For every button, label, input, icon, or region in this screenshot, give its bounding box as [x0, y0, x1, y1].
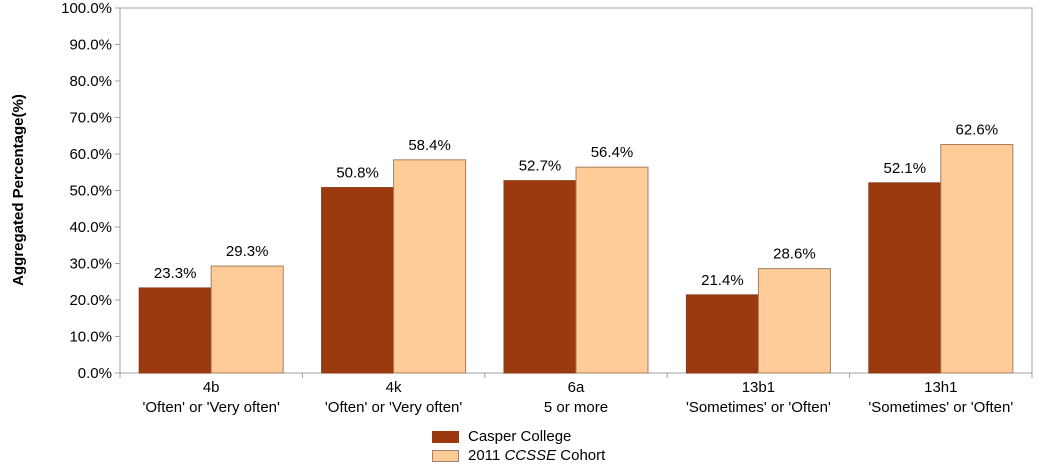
bar-casper-college: [685, 294, 759, 374]
data-label: 58.4%: [408, 137, 451, 154]
y-axis-title: Aggregated Percentage(%): [10, 94, 27, 286]
legend-label-casper-college: Casper College: [468, 428, 572, 445]
y-tick-label: 30.0%: [69, 256, 112, 273]
y-tick-label: 60.0%: [69, 146, 112, 163]
y-tick-label: 50.0%: [69, 183, 112, 200]
bar-ccsse-cohort: [210, 265, 284, 374]
data-label: 29.3%: [226, 243, 269, 260]
bar-casper-college: [138, 287, 212, 374]
x-category-label: 'Sometimes' or 'Often': [868, 399, 1013, 416]
x-category-code: 4k: [386, 379, 402, 396]
legend-label-ccsse-italic: CCSSE: [504, 447, 557, 464]
y-tick-label: 20.0%: [69, 292, 112, 309]
y-tick-label: 10.0%: [69, 329, 112, 346]
y-tick-label: 70.0%: [69, 110, 112, 127]
x-category-label: 'Often' or 'Very often': [143, 399, 280, 416]
legend-swatch-ccsse-cohort: [432, 449, 459, 462]
y-tick-label: 40.0%: [69, 219, 112, 236]
data-label: 50.8%: [336, 165, 379, 182]
x-category-label: 'Often' or 'Very often': [325, 399, 462, 416]
y-tick-label: 80.0%: [69, 73, 112, 90]
data-label: 21.4%: [701, 272, 744, 289]
x-category-code: 4b: [203, 379, 220, 396]
data-label: 52.1%: [884, 160, 927, 177]
bar-ccsse-cohort: [575, 166, 649, 374]
bar-casper-college: [868, 182, 942, 374]
bar-casper-college: [321, 187, 395, 374]
bar-ccsse-cohort: [940, 144, 1014, 374]
legend: Casper College 2011 CCSSE Cohort: [432, 427, 692, 465]
legend-swatch-casper-college: [432, 430, 459, 443]
y-tick-label: 100.0%: [61, 0, 112, 17]
legend-item-casper-college: Casper College: [432, 427, 692, 446]
data-label: 52.7%: [519, 158, 562, 175]
data-label: 56.4%: [591, 144, 634, 161]
y-tick-label: 0.0%: [78, 365, 112, 382]
data-label: 28.6%: [773, 246, 816, 263]
bar-ccsse-cohort: [393, 159, 467, 374]
data-label: 62.6%: [956, 122, 999, 139]
x-category-code: 6a: [568, 379, 585, 396]
legend-label-ccsse-cohort: 2011 CCSSE Cohort: [468, 447, 606, 464]
y-tick-label: 90.0%: [69, 37, 112, 54]
x-category-label: 'Sometimes' or 'Often': [686, 399, 831, 416]
bar-casper-college: [503, 180, 577, 374]
x-category-label: 5 or more: [544, 399, 608, 416]
data-label: 23.3%: [154, 265, 197, 282]
bar-ccsse-cohort: [757, 268, 831, 374]
x-category-code: 13h1: [924, 379, 957, 396]
legend-item-ccsse-cohort: 2011 CCSSE Cohort: [432, 446, 692, 465]
x-category-code: 13b1: [742, 379, 775, 396]
